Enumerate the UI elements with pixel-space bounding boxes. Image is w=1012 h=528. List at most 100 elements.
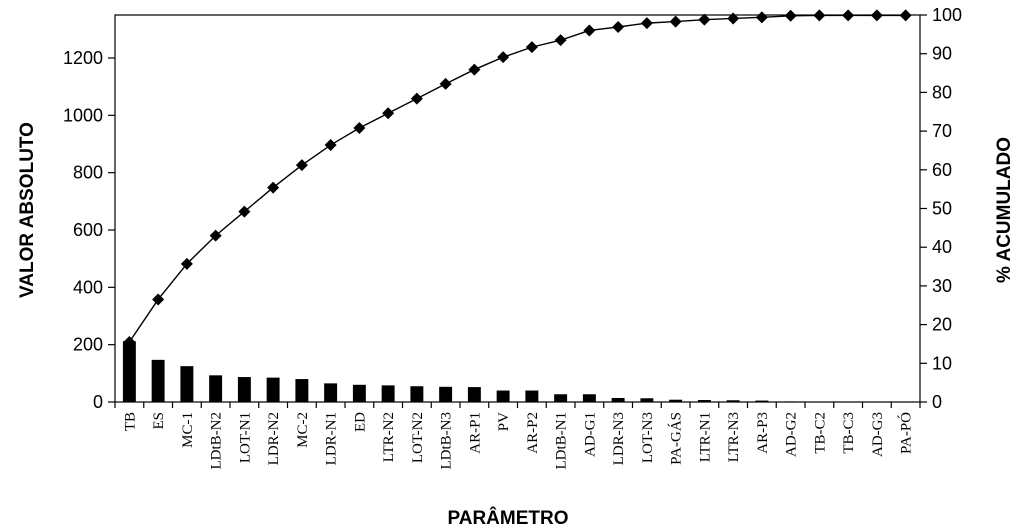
y-tick-label: 200 bbox=[73, 335, 103, 355]
line-point bbox=[870, 9, 883, 22]
category-label: AD-G2 bbox=[784, 412, 800, 457]
line-point bbox=[813, 9, 826, 22]
bar bbox=[640, 398, 654, 402]
y2-tick-label: 30 bbox=[932, 276, 952, 296]
category-label: LDR-N3 bbox=[611, 412, 627, 465]
category-label: AD-G3 bbox=[870, 412, 886, 457]
bar bbox=[410, 386, 424, 402]
y2-tick-label: 100 bbox=[932, 5, 962, 25]
y2-tick-label: 20 bbox=[932, 315, 952, 335]
line-point bbox=[267, 181, 280, 194]
line-point bbox=[468, 63, 481, 76]
bar bbox=[554, 394, 568, 402]
line-point bbox=[698, 13, 711, 26]
line-point bbox=[180, 257, 193, 270]
y2-tick-label: 10 bbox=[932, 353, 952, 373]
category-label: LDtB-N2 bbox=[209, 412, 225, 470]
x-axis-title: PARÂMETRO bbox=[447, 507, 568, 528]
line-point bbox=[583, 24, 596, 37]
category-label: LOT-N3 bbox=[640, 412, 656, 463]
category-label: PA-PÓ bbox=[898, 412, 915, 454]
category-label: TB-C3 bbox=[841, 412, 857, 454]
line-point bbox=[640, 17, 653, 30]
y-tick-label: 400 bbox=[73, 277, 103, 297]
line-point bbox=[525, 41, 538, 54]
y-axis-title: VALOR ABSOLUTO bbox=[17, 122, 38, 298]
y-tick-label: 600 bbox=[73, 220, 103, 240]
bar bbox=[295, 379, 309, 402]
line-point bbox=[755, 11, 768, 24]
y2-tick-label: 0 bbox=[932, 392, 942, 412]
category-label: LTR-N3 bbox=[726, 412, 742, 462]
plot-frame bbox=[114, 14, 921, 403]
category-label: AR-P2 bbox=[525, 412, 541, 454]
line-point bbox=[497, 51, 510, 64]
y2-tick-label: 40 bbox=[932, 237, 952, 257]
bar bbox=[697, 399, 711, 402]
category-label: MC-2 bbox=[295, 412, 311, 448]
line-point bbox=[612, 20, 625, 33]
bar bbox=[237, 377, 251, 402]
line-point bbox=[382, 107, 395, 120]
line-point bbox=[784, 9, 797, 22]
line-point bbox=[238, 205, 251, 218]
bar bbox=[784, 401, 798, 402]
category-label: TB-C2 bbox=[812, 412, 828, 454]
y2-tick-label: 60 bbox=[932, 160, 952, 180]
category-label: ED bbox=[352, 412, 368, 432]
bar bbox=[755, 400, 769, 402]
bar bbox=[352, 384, 366, 402]
category-labels: TB ES MC-1 LDtB-N2 LOT-N1 LDR-N2 MC-2 LDR-N1 ED L… bbox=[114, 402, 921, 470]
y-tick-label: 1000 bbox=[63, 105, 103, 125]
line-point bbox=[727, 12, 740, 25]
bar bbox=[151, 359, 165, 402]
line-point bbox=[295, 159, 308, 172]
bar bbox=[381, 385, 395, 402]
bar bbox=[525, 390, 539, 402]
line-point bbox=[899, 9, 912, 22]
category-label: LDtB-N3 bbox=[439, 412, 455, 470]
line-point bbox=[669, 15, 682, 28]
category-label: TB bbox=[122, 412, 138, 431]
right-axis: 0 10 20 30 40 50 60 70 80 90 100 bbox=[920, 5, 962, 412]
bar bbox=[439, 386, 453, 402]
line-point bbox=[209, 229, 222, 242]
y2-tick-label: 70 bbox=[932, 121, 952, 141]
category-label: AR-P1 bbox=[467, 412, 483, 454]
cumulative-line bbox=[128, 14, 906, 343]
bar bbox=[726, 400, 740, 402]
category-label: LDtB-N1 bbox=[554, 412, 570, 470]
y-tick-label: 800 bbox=[73, 163, 103, 183]
line-point bbox=[439, 77, 452, 90]
line-point bbox=[410, 92, 423, 105]
bar bbox=[324, 383, 338, 402]
line-point bbox=[353, 122, 366, 135]
bar bbox=[496, 390, 510, 402]
line-point bbox=[842, 9, 855, 22]
line-point bbox=[324, 139, 337, 152]
cumulative-line-series bbox=[123, 9, 912, 349]
category-label: PA-GÁS bbox=[668, 412, 685, 465]
category-label: LDR-N1 bbox=[324, 412, 340, 465]
bar bbox=[122, 341, 136, 402]
bar bbox=[611, 397, 625, 402]
line-point bbox=[554, 34, 567, 47]
category-label: LDR-N2 bbox=[266, 412, 282, 465]
bar-series bbox=[122, 341, 913, 402]
category-label: LTR-N1 bbox=[697, 412, 713, 462]
left-axis: 0 200 400 600 800 1000 1200 bbox=[63, 48, 115, 412]
category-label: ES bbox=[151, 412, 167, 430]
bar bbox=[266, 377, 280, 402]
category-label: MC-1 bbox=[180, 412, 196, 448]
category-label: LOT-N2 bbox=[410, 412, 426, 463]
category-label: PV bbox=[496, 412, 512, 431]
line-point bbox=[123, 336, 136, 349]
bar bbox=[180, 366, 194, 402]
y-tick-label: 1200 bbox=[63, 48, 103, 68]
category-label: AR-P3 bbox=[755, 412, 771, 454]
y2-axis-title: % ACUMULADO bbox=[994, 137, 1012, 283]
y2-tick-label: 90 bbox=[932, 44, 952, 64]
bar bbox=[467, 387, 481, 402]
y2-tick-label: 50 bbox=[932, 199, 952, 219]
